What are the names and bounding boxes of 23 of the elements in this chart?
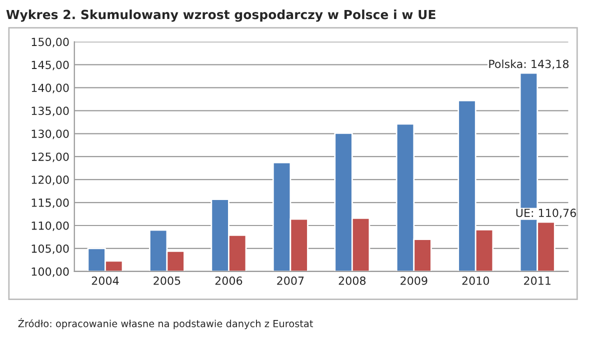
y-tick-label: 150,00 bbox=[32, 38, 69, 48]
y-tick-label: 120,00 bbox=[32, 176, 69, 186]
y-tick-label: 100,00 bbox=[32, 267, 69, 277]
y-tick-label: 105,00 bbox=[32, 244, 69, 254]
x-tick-label: 2008 bbox=[338, 276, 366, 285]
y-tick-label: 125,00 bbox=[32, 152, 69, 162]
y-tick-label: 130,00 bbox=[32, 130, 69, 140]
y-tick-label: 135,00 bbox=[32, 106, 69, 116]
y-tick-label: 145,00 bbox=[32, 60, 69, 70]
x-tick-label: 2004 bbox=[92, 276, 119, 285]
y-tick-label: 140,00 bbox=[32, 84, 69, 94]
x-tick-label: 2010 bbox=[462, 276, 490, 285]
y-tick-label: 110,00 bbox=[32, 221, 69, 232]
chart-title: Wykres 2. Skumulowany wzrost gospodarczy w Polsce i w UE bbox=[6, 10, 436, 22]
x-tick-label: 2009 bbox=[400, 276, 428, 285]
x-tick-label: 2011 bbox=[524, 276, 550, 285]
x-tick-label: 2006 bbox=[215, 276, 242, 285]
x-tick-label: 2005 bbox=[154, 276, 180, 285]
y-tick-label: 115,00 bbox=[32, 198, 69, 208]
data-label: UE: 110,76 bbox=[516, 208, 576, 218]
text: Źródło: opracowanie własne na podstawie danych z Eurostat bbox=[18, 318, 314, 330]
x-tick-label: 2007 bbox=[277, 276, 304, 285]
data-label: Polska: 143,18 bbox=[489, 60, 569, 70]
